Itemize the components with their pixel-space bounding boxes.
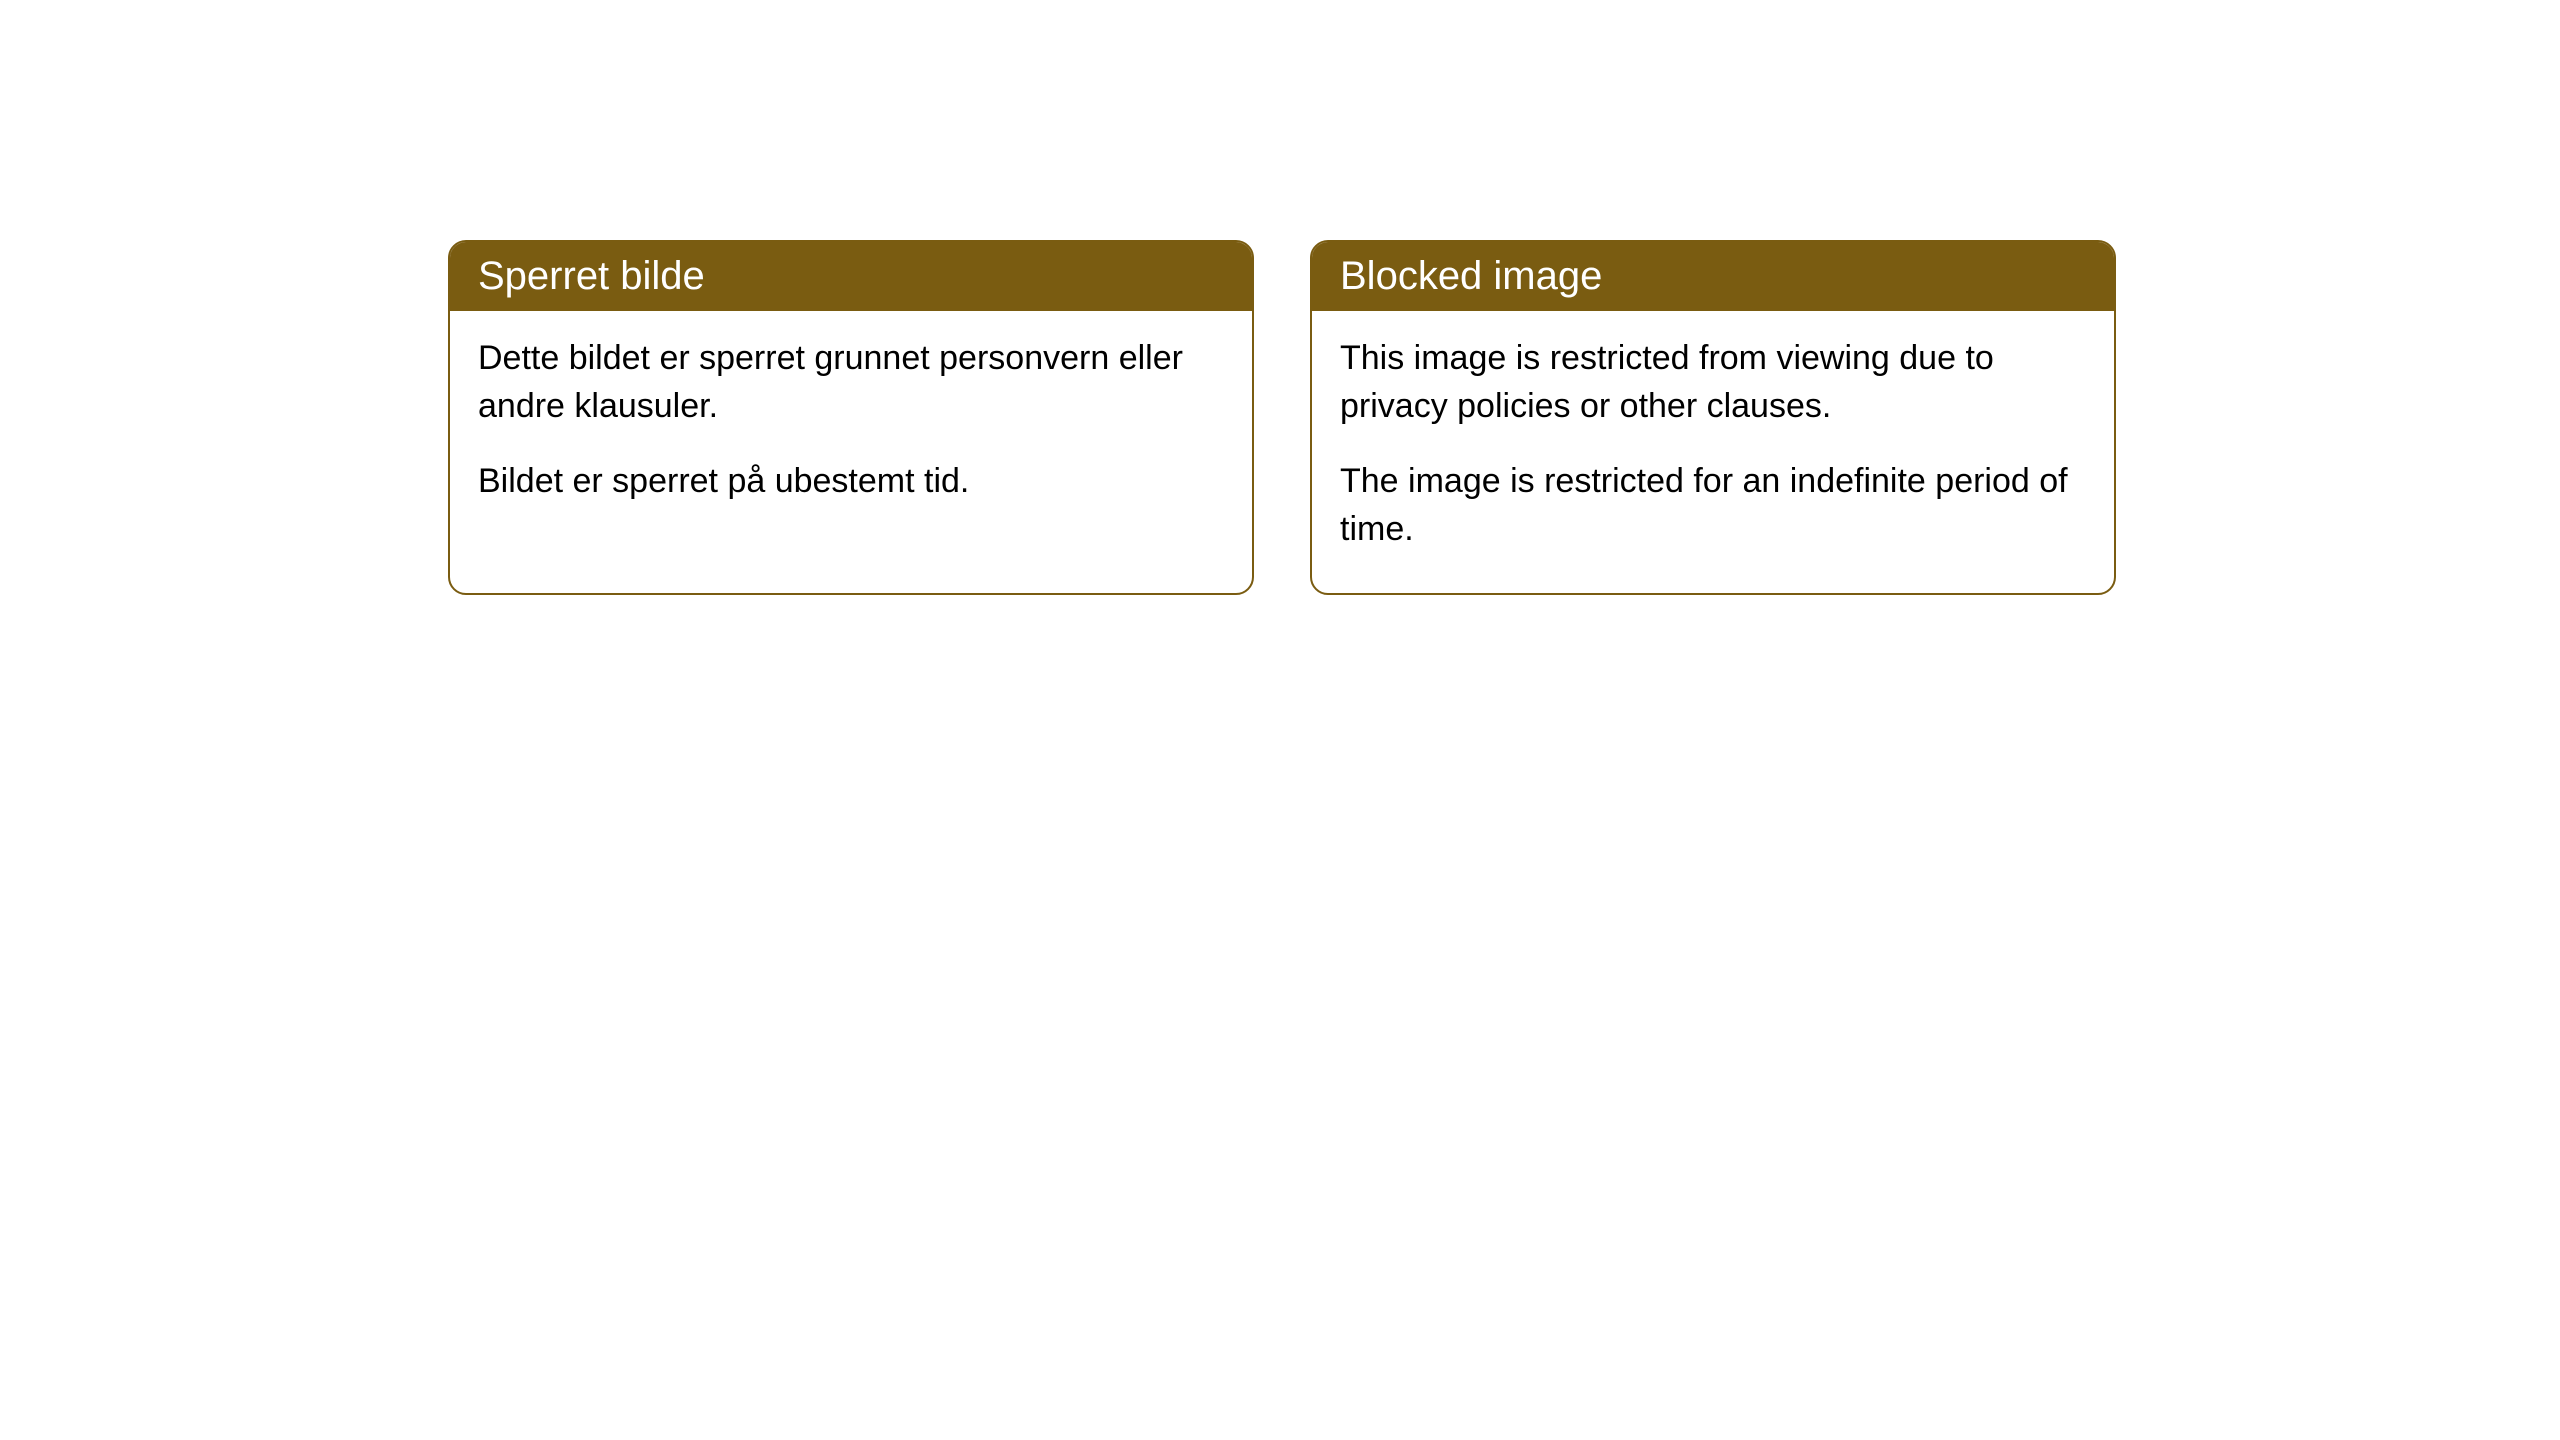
- notice-container: Sperret bilde Dette bildet er sperret gr…: [0, 0, 2560, 595]
- notice-card-english: Blocked image This image is restricted f…: [1310, 240, 2116, 595]
- card-header: Sperret bilde: [450, 242, 1252, 311]
- card-body: Dette bildet er sperret grunnet personve…: [450, 311, 1252, 546]
- card-paragraph: Dette bildet er sperret grunnet personve…: [478, 335, 1224, 430]
- card-body: This image is restricted from viewing du…: [1312, 311, 2114, 593]
- card-paragraph: This image is restricted from viewing du…: [1340, 335, 2086, 430]
- card-paragraph: The image is restricted for an indefinit…: [1340, 458, 2086, 553]
- card-paragraph: Bildet er sperret på ubestemt tid.: [478, 458, 1224, 506]
- notice-card-norwegian: Sperret bilde Dette bildet er sperret gr…: [448, 240, 1254, 595]
- card-header: Blocked image: [1312, 242, 2114, 311]
